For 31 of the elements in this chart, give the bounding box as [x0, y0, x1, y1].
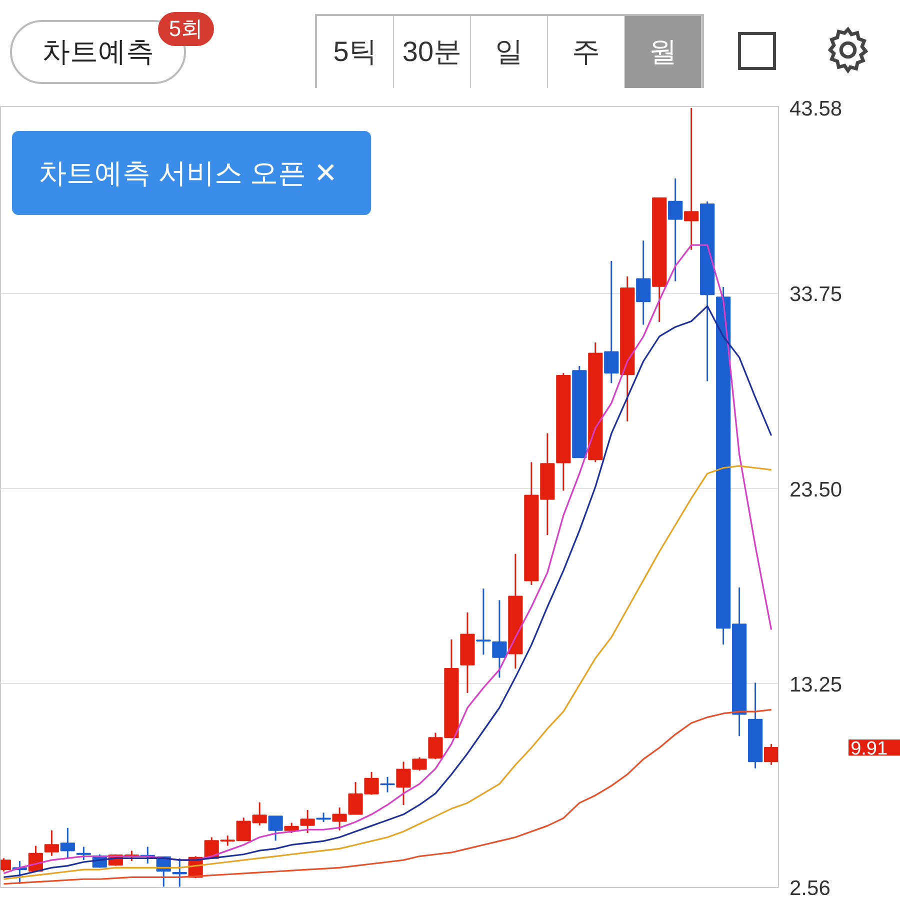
y-tick-label: 23.50 [790, 478, 842, 502]
text: 9.91 [850, 738, 888, 760]
y-tick-label: 43.58 [790, 98, 842, 120]
candlestick [668, 178, 683, 282]
candlestick [636, 240, 651, 326]
text: 30분 [394, 16, 471, 88]
text: 차트예측 [42, 36, 154, 67]
line-series [2, 708, 772, 885]
candlestick [492, 599, 507, 678]
y-tick-label: 33.75 [790, 283, 842, 306]
annotation: 차트예측 서비스 오픈 ✕ [38, 158, 337, 188]
candlestick [300, 809, 315, 834]
text: 일 [471, 16, 548, 88]
text: 월 [625, 16, 702, 88]
candlestick [60, 827, 75, 860]
candlestick [684, 107, 699, 251]
candlestick [476, 588, 491, 656]
text: 주 [548, 16, 625, 88]
candlestick [76, 846, 91, 861]
candlestick [268, 815, 283, 842]
line-series [2, 465, 772, 880]
y-tick-label: 2.56 [790, 877, 830, 900]
candlestick [764, 743, 778, 766]
candlestick [44, 830, 59, 857]
candlestick [172, 858, 187, 888]
candlestick [316, 812, 331, 823]
text: 5틱 [317, 16, 394, 88]
text: 5회 [158, 12, 214, 46]
candlestick [284, 822, 299, 834]
candlestick [604, 260, 619, 384]
y-tick-label: 13.25 [790, 673, 842, 696]
